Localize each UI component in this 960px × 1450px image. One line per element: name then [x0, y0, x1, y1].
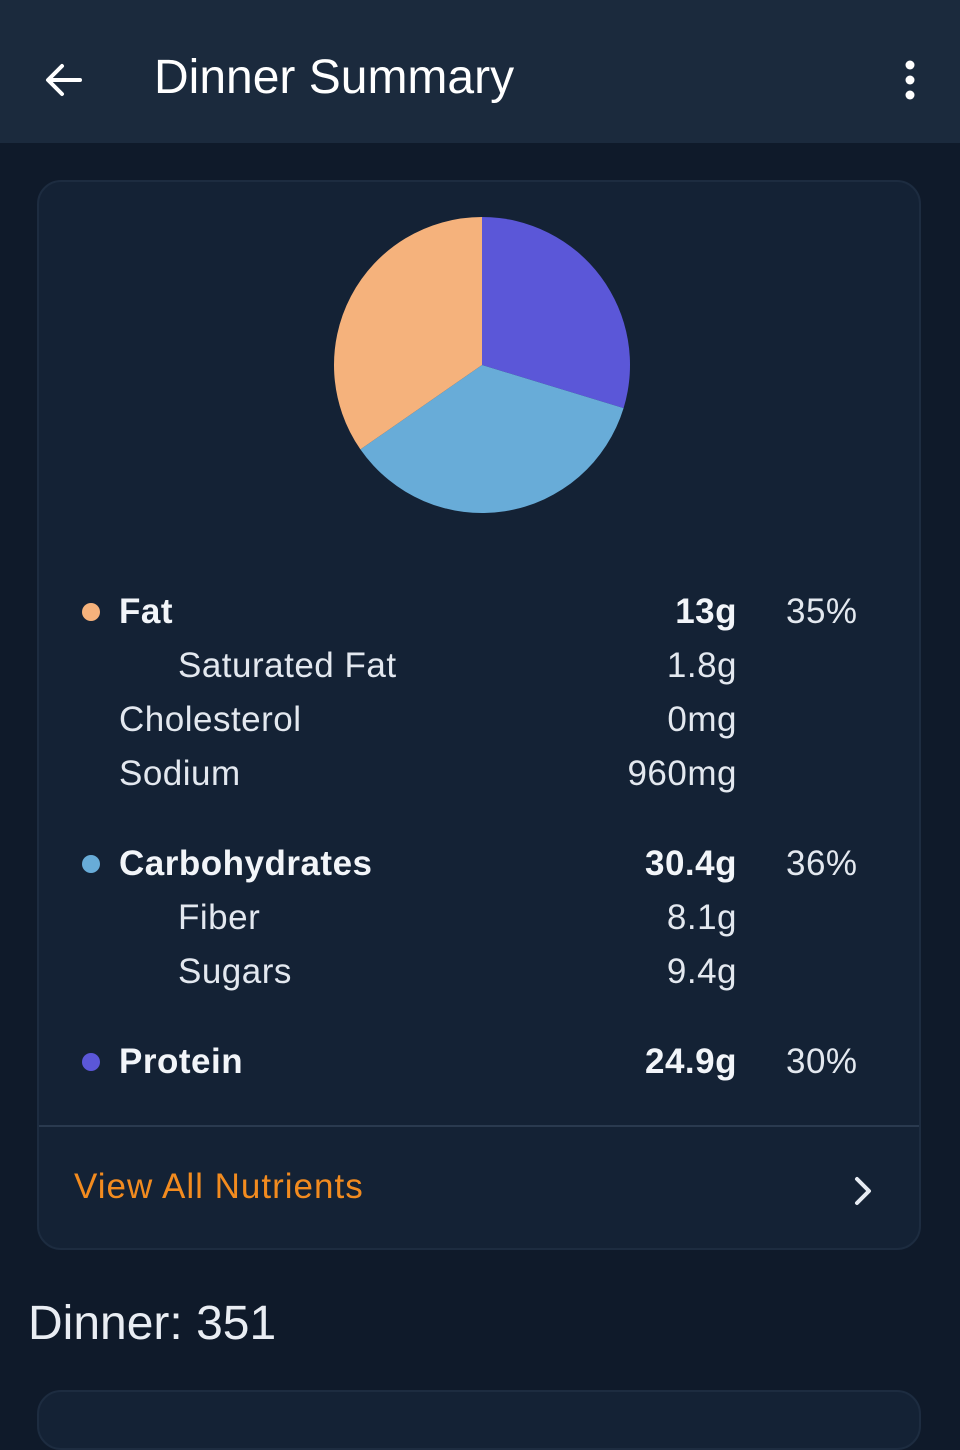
view-all-nutrients-label: View All Nutrients: [74, 1167, 364, 1206]
saturated-fat-amount: 1.8g: [666, 646, 737, 685]
sugars-amount: 9.4g: [666, 952, 737, 991]
nutrient-row-carbohydrates: Carbohydrates 30.4g 36%: [39, 839, 919, 889]
protein-amount: 24.9g: [645, 1042, 737, 1081]
saturated-fat-label: Saturated Fat: [178, 646, 397, 685]
meal-heading: Dinner: 351: [28, 1297, 277, 1350]
nutrient-row-fiber: Fiber 8.1g: [39, 893, 919, 943]
page-title: Dinner Summary: [154, 51, 515, 104]
cholesterol-amount: 0mg: [667, 700, 737, 739]
more-vertical-icon: [905, 60, 915, 100]
fat-label: Fat: [119, 592, 173, 631]
app-bar: Dinner Summary: [0, 0, 960, 143]
view-all-nutrients-button[interactable]: View All Nutrients: [39, 1127, 919, 1248]
carbohydrates-amount: 30.4g: [645, 844, 737, 883]
fat-legend-dot: [82, 603, 100, 621]
sugars-label: Sugars: [178, 952, 292, 991]
pie-slice-fat: [334, 217, 482, 450]
macro-summary-card: Fat 13g 35% Saturated Fat 1.8g Cholester…: [37, 180, 921, 1250]
chevron-right-icon: [855, 1177, 871, 1205]
carbohydrates-percent: 36%: [786, 844, 858, 883]
pie-slice-protein: [482, 217, 630, 409]
nutrient-row-protein: Protein 24.9g 30%: [39, 1037, 919, 1087]
sodium-amount: 960mg: [627, 754, 737, 793]
arrow-left-icon: [46, 64, 82, 96]
card-divider: [39, 1125, 919, 1127]
fiber-amount: 8.1g: [666, 898, 737, 937]
cholesterol-label: Cholesterol: [119, 700, 302, 739]
macro-pie-chart: [332, 215, 632, 515]
fat-amount: 13g: [675, 592, 737, 631]
nutrient-row-sugars: Sugars 9.4g: [39, 947, 919, 997]
nutrient-row-sodium: Sodium 960mg: [39, 749, 919, 799]
carbohydrates-legend-dot: [82, 855, 100, 873]
nutrient-row-saturated-fat: Saturated Fat 1.8g: [39, 641, 919, 691]
protein-percent: 30%: [786, 1042, 858, 1081]
fiber-label: Fiber: [178, 898, 261, 937]
sodium-label: Sodium: [119, 754, 241, 793]
nutrient-row-cholesterol: Cholesterol 0mg: [39, 695, 919, 745]
carbohydrates-label: Carbohydrates: [119, 844, 373, 883]
meal-card: [37, 1390, 921, 1450]
nutrient-row-fat: Fat 13g 35%: [39, 587, 919, 637]
more-options-button[interactable]: [880, 44, 940, 116]
back-button[interactable]: [28, 44, 100, 116]
pie-slice-carbohydrates: [360, 365, 624, 513]
protein-label: Protein: [119, 1042, 244, 1081]
pie-chart-svg: [334, 217, 630, 513]
fat-percent: 35%: [786, 592, 858, 631]
protein-legend-dot: [82, 1053, 100, 1071]
